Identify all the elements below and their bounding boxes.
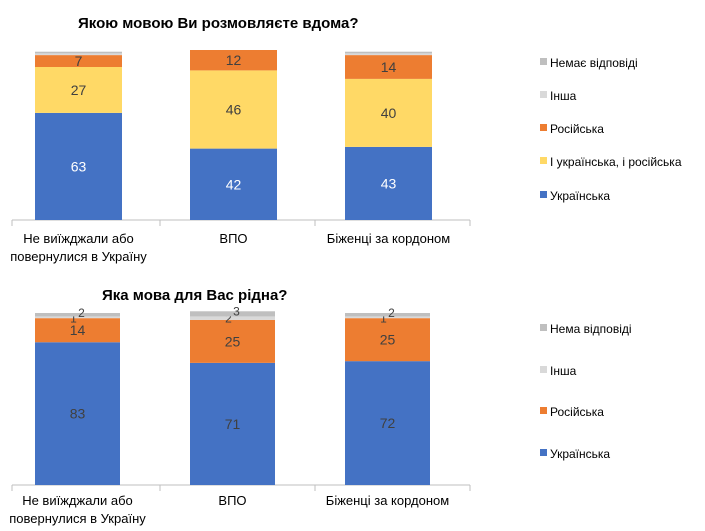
- bar-segment: [190, 148, 277, 220]
- data-label: 2: [388, 306, 395, 320]
- data-label: 83: [70, 406, 86, 422]
- data-label: 1: [380, 311, 387, 325]
- category-label: повернулися в Україну: [10, 249, 147, 264]
- bar-segment: [35, 112, 122, 220]
- category-label: Не виїжджали або: [23, 231, 134, 246]
- data-label: 7: [75, 53, 83, 69]
- legend-marker: [540, 324, 547, 331]
- data-label: 25: [380, 332, 396, 348]
- legend-label: Українська: [550, 447, 610, 461]
- category-label: ВПО: [219, 231, 247, 246]
- legend-label: Українська: [550, 189, 610, 203]
- legend-label: Нема відповіді: [550, 322, 632, 336]
- bar-segment: [190, 311, 275, 317]
- category-label: повернулися в Україну: [9, 511, 146, 526]
- legend-marker: [540, 58, 547, 65]
- data-label: 25: [225, 333, 241, 349]
- category-label: Біженці за кордоном: [327, 231, 450, 246]
- bar-segment: [35, 53, 122, 56]
- bar-segment: [35, 51, 122, 54]
- bar-segment: [190, 50, 277, 71]
- bar-segment: [35, 316, 120, 319]
- bar-segment: [345, 78, 432, 147]
- legend-label: Російська: [550, 122, 604, 136]
- bar-segment: [345, 55, 432, 79]
- data-label: 43: [381, 175, 397, 191]
- legend-marker: [540, 366, 547, 373]
- data-label: 42: [226, 176, 242, 192]
- bar-segment: [345, 361, 430, 485]
- bar-segment: [345, 318, 430, 362]
- bar-segment: [345, 51, 432, 54]
- legend-label: Інша: [550, 89, 577, 103]
- bar-segment: [190, 70, 277, 149]
- bar-segment: [345, 146, 432, 220]
- data-label: 71: [225, 416, 241, 432]
- data-label: 2: [78, 306, 85, 320]
- bar-segment: [35, 55, 122, 67]
- data-label: 14: [381, 59, 397, 75]
- chart-title: Яка мова для Вас рідна?: [102, 287, 287, 304]
- data-label: 1: [70, 311, 77, 325]
- data-label: 2: [225, 311, 232, 325]
- legend-marker: [540, 91, 547, 98]
- bar-segment: [35, 313, 120, 317]
- legend-label: Немає відповіді: [550, 56, 638, 70]
- data-label: 46: [226, 102, 242, 118]
- bar-segment: [345, 313, 430, 317]
- legend-marker: [540, 449, 547, 456]
- bar-segment: [345, 316, 430, 319]
- bar-segment: [345, 53, 432, 56]
- bar-segment: [35, 342, 120, 485]
- data-label: 72: [380, 415, 396, 431]
- legend-label: Інша: [550, 364, 577, 378]
- data-label: 14: [70, 322, 86, 338]
- data-label: 40: [381, 105, 397, 121]
- legend-marker: [540, 191, 547, 198]
- data-label: 12: [226, 52, 242, 68]
- category-label: Не виїжджали або: [22, 493, 133, 508]
- bar-segment: [190, 316, 275, 320]
- legend-marker: [540, 407, 547, 414]
- data-label: 63: [71, 158, 87, 174]
- bar-segment: [190, 362, 275, 485]
- bar-segment: [35, 67, 122, 113]
- category-label: Біженці за кордоном: [326, 493, 449, 508]
- bar-segment: [190, 319, 275, 363]
- legend-marker: [540, 124, 547, 131]
- chart-title: Якою мовою Ви розмовляєте вдома?: [78, 15, 359, 32]
- bar-segment: [35, 318, 120, 343]
- legend-label: Російська: [550, 405, 604, 419]
- data-label: 27: [71, 82, 87, 98]
- legend-marker: [540, 157, 547, 164]
- legend-label: І українська, і російська: [550, 155, 682, 169]
- data-label: 3: [233, 304, 240, 318]
- category-label: ВПО: [218, 493, 246, 508]
